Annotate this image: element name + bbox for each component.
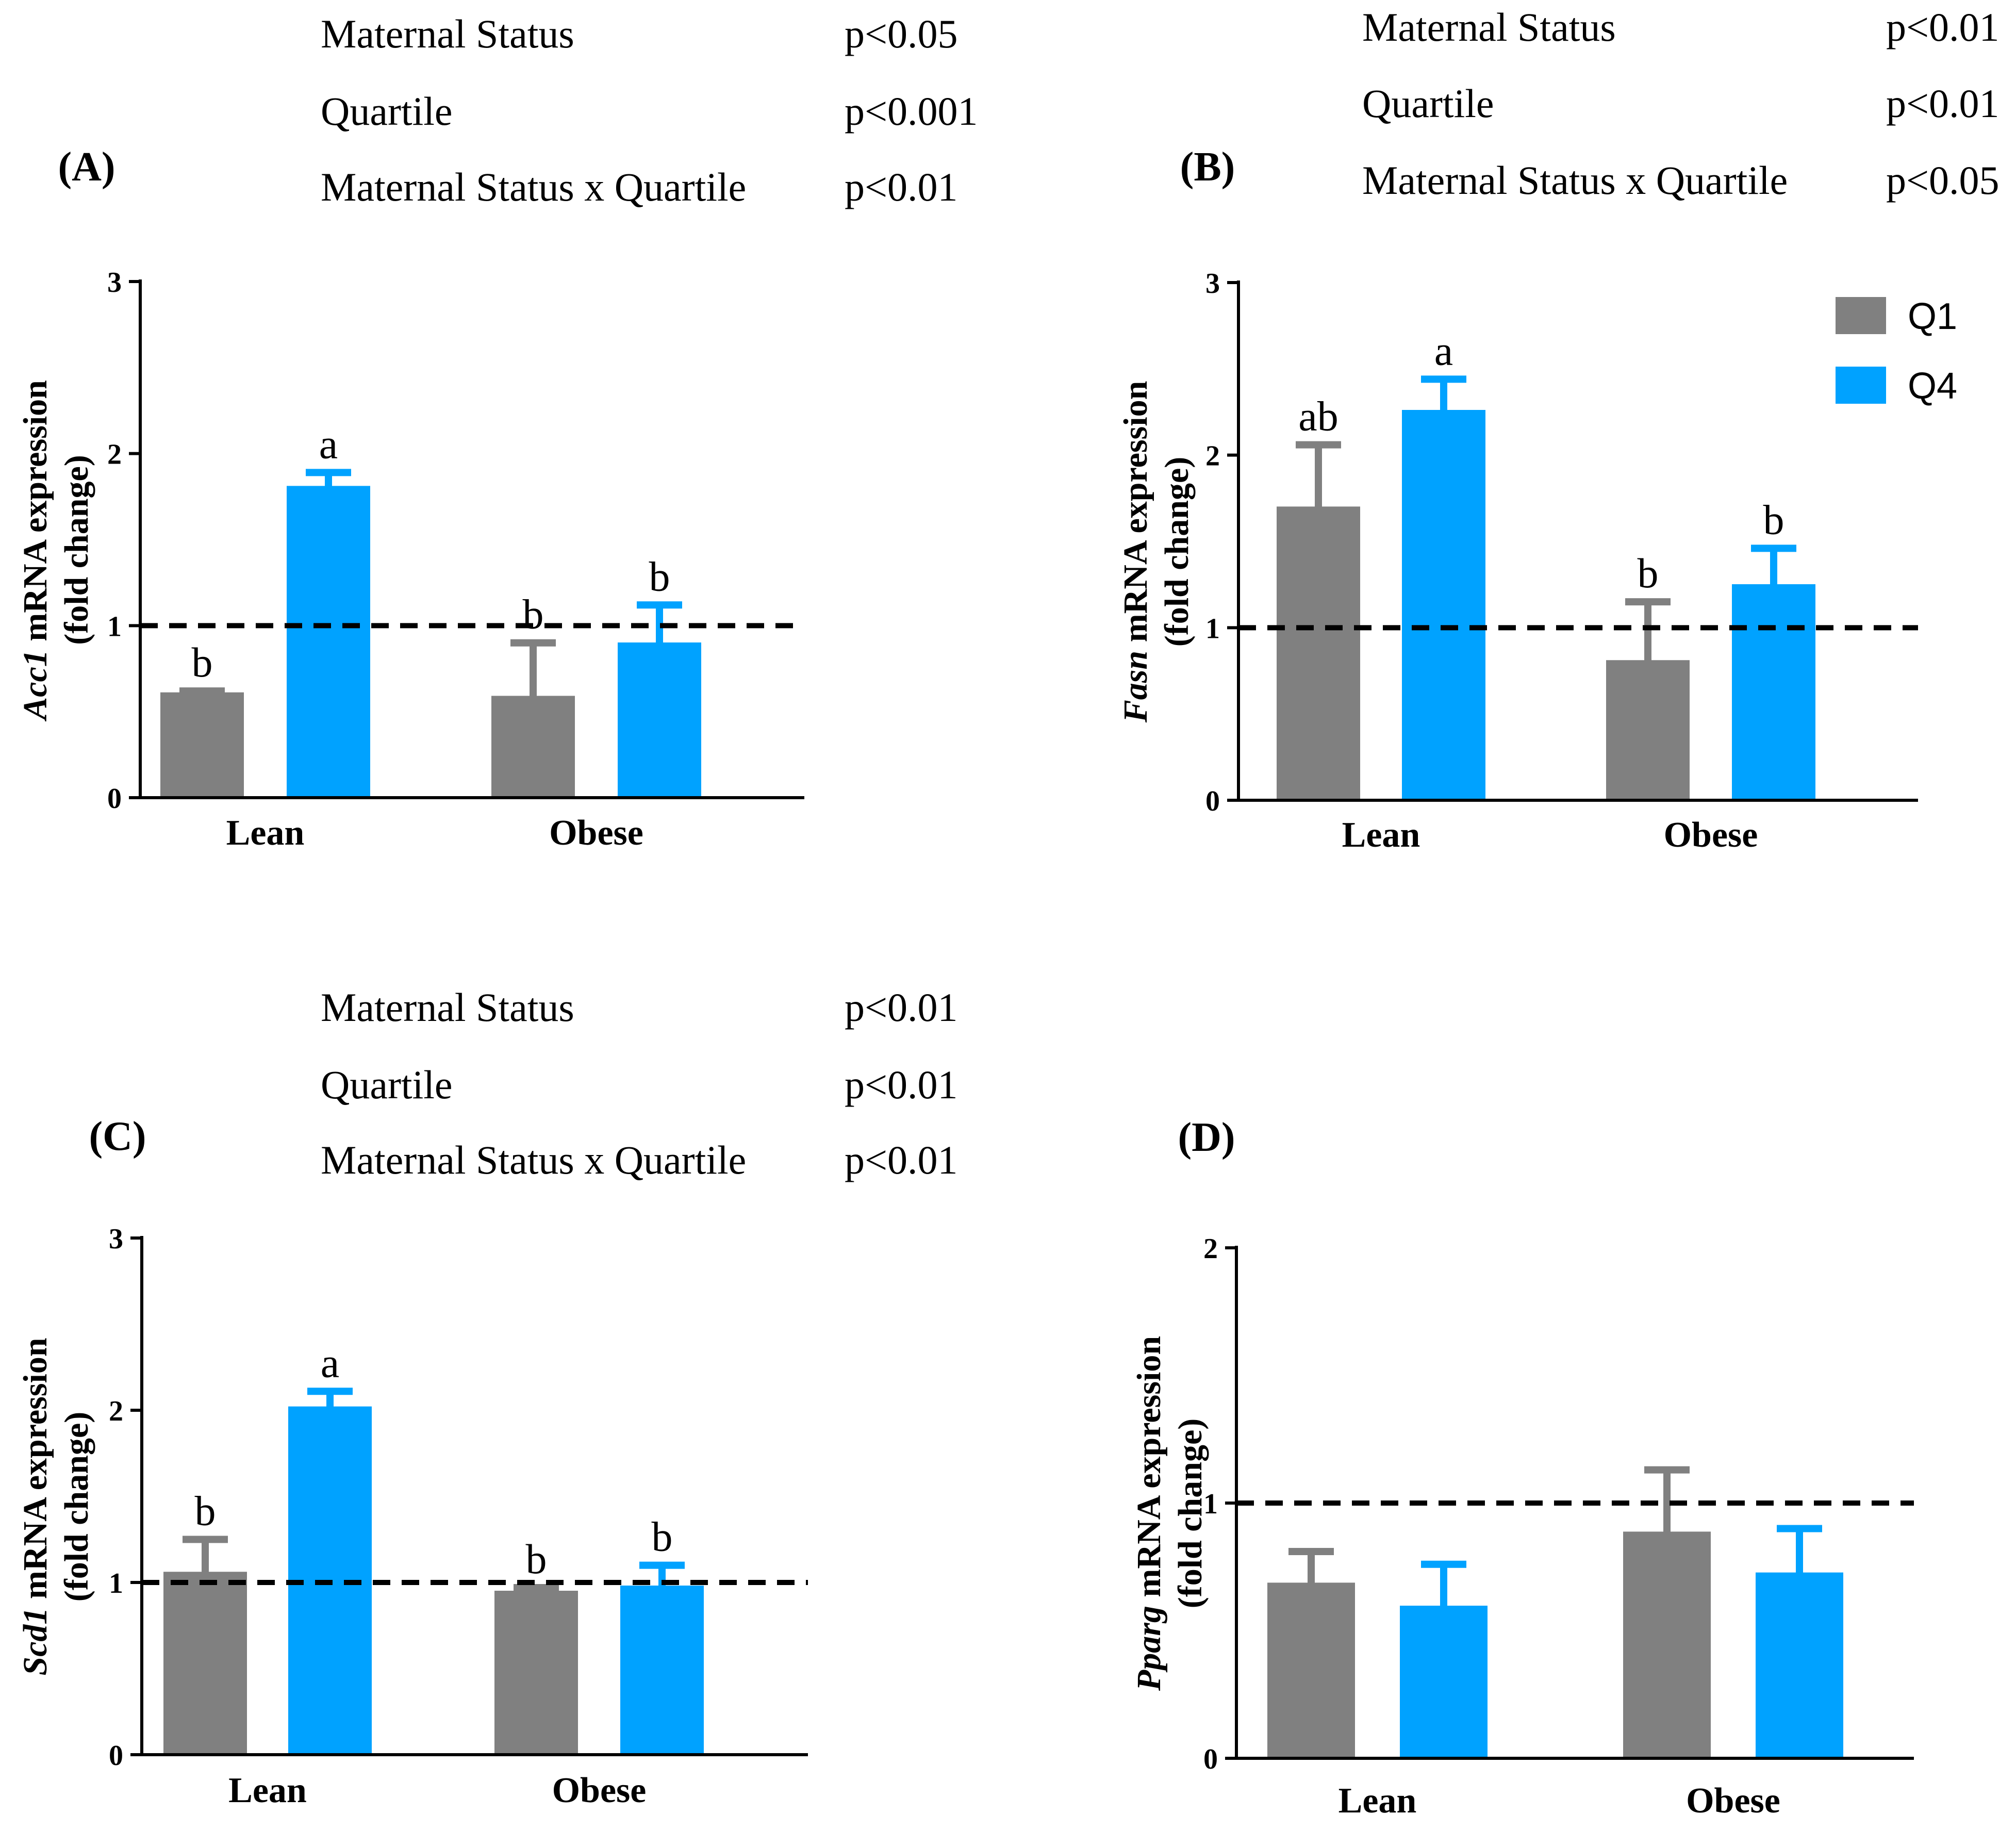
y-tick-label: 3 [1205, 268, 1220, 300]
stat-p-value: p<0.01 [845, 985, 958, 1030]
y-axis-label-rest: mRNA expression [16, 380, 54, 641]
significance-letter: ab [1298, 393, 1338, 440]
bar-q1-lean [163, 1574, 247, 1755]
stat-p-value: p<0.01 [845, 1062, 958, 1107]
significance-letter: b [1638, 550, 1659, 597]
y-axis-label-line2: (fold change) [58, 455, 95, 645]
bar-q4-lean [1400, 1607, 1488, 1758]
y-axis-label-rest: mRNA expression [1117, 381, 1154, 642]
stat-p-value: p<0.01 [1886, 81, 2000, 126]
y-axis-label-line2: (fold change) [1158, 457, 1196, 647]
bar-q1-lean [1267, 1585, 1355, 1758]
y-tick-label: 2 [1203, 1233, 1218, 1265]
x-category-label: Lean [228, 1771, 307, 1810]
bar-q4-lean [1402, 412, 1485, 800]
legend-label: Q1 [1908, 296, 1957, 337]
stat-term: Quartile [321, 1062, 453, 1107]
y-axis-gene: Scd1 [16, 1599, 54, 1676]
y-axis-label: Acc1 mRNA expression [16, 380, 54, 722]
y-axis-gene: Pparg [1130, 1597, 1168, 1692]
bar-q1-lean [160, 694, 244, 798]
panel-b: (B) Maternal Status p<0.01 Quartile p<0.01 Ma… [1117, 5, 2000, 855]
panel-label: (D) [1178, 1115, 1235, 1160]
bar-q4-lean [287, 488, 370, 798]
y-axis-gene: Fasn [1117, 642, 1154, 723]
x-category-label: Obese [1686, 1781, 1780, 1821]
bar-q4-obese [1732, 586, 1815, 800]
y-axis-label-line2: (fold change) [58, 1412, 95, 1602]
stat-term: Maternal Status x Quartile [321, 164, 746, 209]
y-tick-label: 0 [109, 1740, 123, 1772]
significance-letter: b [649, 553, 670, 600]
stat-p-value: p<0.05 [845, 11, 958, 56]
legend-swatch-q1 [1836, 297, 1886, 334]
panel-label: (A) [58, 144, 115, 190]
stat-p-value: p<0.001 [845, 89, 978, 134]
y-axis-label-line2: (fold change) [1171, 1418, 1209, 1608]
x-category-label: Obese [549, 813, 643, 853]
y-tick-label: 3 [107, 267, 122, 299]
bar-q4-obese [620, 1588, 704, 1755]
stat-term: Maternal Status [1362, 5, 1616, 50]
y-tick-label: 1 [107, 611, 122, 642]
y-tick-label: 1 [1205, 613, 1220, 645]
significance-letter: a [321, 1339, 339, 1386]
stat-p-value: p<0.01 [845, 164, 958, 209]
significance-letter: b [523, 591, 544, 638]
bar-q4-obese [1756, 1574, 1843, 1758]
bar-q1-obese [1606, 662, 1690, 800]
significance-letter: b [526, 1536, 547, 1582]
significance-letter: a [319, 420, 338, 467]
y-axis-label: Fasn mRNA expression [1117, 381, 1154, 723]
bar-q4-obese [618, 645, 701, 798]
y-tick-label: 3 [109, 1223, 123, 1255]
x-category-label: Obese [552, 1771, 647, 1810]
y-tick-label: 2 [109, 1395, 123, 1427]
bar-q1-lean [1277, 508, 1360, 800]
stat-term: Maternal Status x Quartile [1362, 158, 1788, 203]
significance-letter: b [195, 1488, 216, 1535]
x-category-label: Lean [1339, 1781, 1417, 1821]
significance-letter: b [652, 1513, 673, 1560]
y-axis-gene: Acc1 [16, 641, 54, 722]
y-tick-label: 0 [1205, 785, 1220, 817]
panel-d: (D) 0 1 2 Lean Obese Pparg mRNA expression (fol… [1130, 1115, 1914, 1821]
y-tick-label: 0 [107, 783, 122, 815]
significance-letter: b [192, 639, 213, 686]
panel-a: (A) Maternal Status p<0.05 Quartile p<0.001 M… [16, 11, 978, 853]
bar-q1-obese [491, 698, 575, 798]
y-tick-label: 1 [109, 1568, 123, 1599]
legend-label: Q4 [1908, 366, 1957, 407]
stat-p-value: p<0.01 [1886, 5, 2000, 50]
x-category-label: Lean [226, 813, 305, 853]
stat-p-value: p<0.05 [1886, 158, 2000, 203]
significance-letter: a [1434, 327, 1453, 374]
bar-q1-obese [1623, 1533, 1711, 1758]
y-axis-label: Pparg mRNA expression [1130, 1336, 1168, 1691]
legend-swatch-q4 [1836, 367, 1886, 404]
y-tick-label: 1 [1203, 1488, 1218, 1520]
y-tick-label: 2 [1205, 440, 1220, 472]
x-category-label: Obese [1664, 815, 1758, 855]
bar-q1-obese [494, 1593, 578, 1755]
stat-term: Maternal Status [321, 11, 574, 56]
significance-letter: b [1763, 496, 1784, 543]
y-tick-label: 2 [107, 439, 122, 471]
y-axis-label-rest: mRNA expression [1130, 1336, 1168, 1597]
panel-label: (C) [89, 1114, 146, 1159]
y-axis-label: Scd1 mRNA expression [16, 1338, 54, 1675]
x-category-label: Lean [1342, 815, 1420, 855]
stat-p-value: p<0.01 [845, 1137, 958, 1182]
stat-term: Maternal Status [321, 985, 574, 1030]
stat-term: Maternal Status x Quartile [321, 1137, 746, 1182]
panel-c: (C) Maternal Status p<0.01 Quartile p<0.01 Ma… [16, 985, 958, 1810]
stat-term: Quartile [321, 89, 453, 134]
stat-term: Quartile [1362, 81, 1494, 126]
panel-label: (B) [1180, 144, 1235, 190]
legend: Q1 Q4 [1836, 296, 1957, 407]
y-axis-label-rest: mRNA expression [16, 1338, 54, 1599]
y-tick-label: 0 [1203, 1743, 1218, 1775]
